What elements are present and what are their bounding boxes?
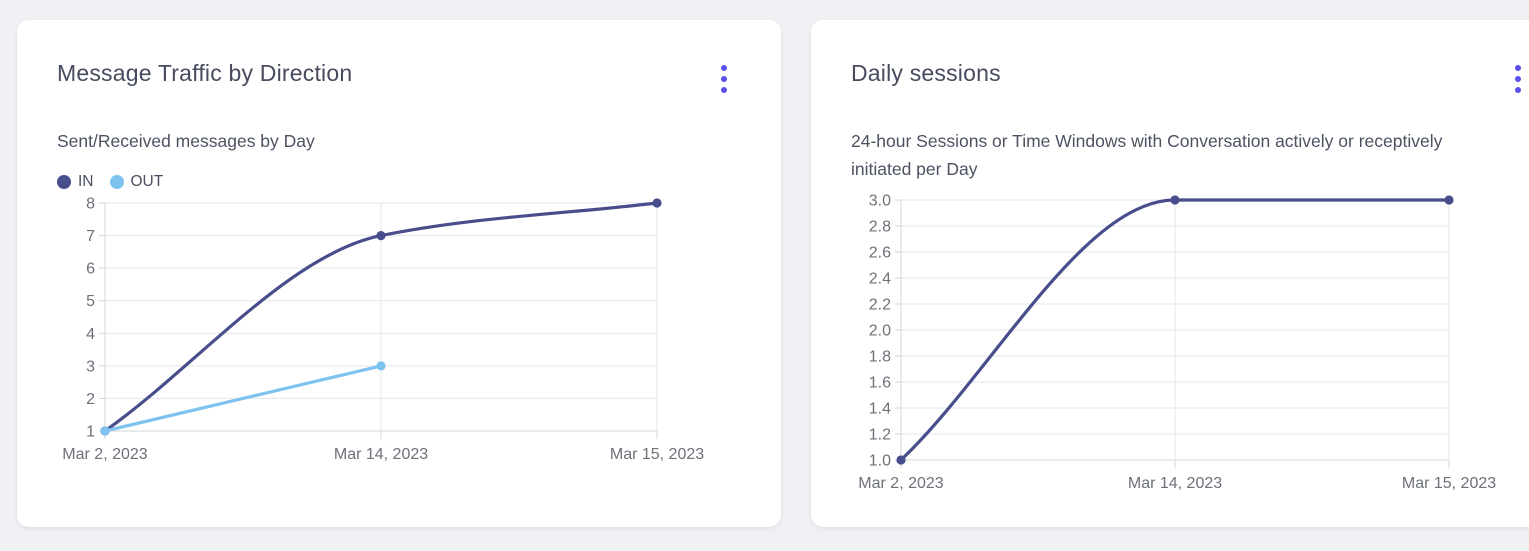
card-daily-sessions: Daily sessions 24-hour Sessions or Time … [811, 20, 1529, 527]
y-tick-label: 1.0 [869, 453, 891, 470]
series-line-daily-sessions [899, 198, 1451, 462]
y-tick-label: 8 [86, 196, 95, 213]
chart-container: 1 2 3 4 5 6 7 8 Mar 2, 2023 Mar 14, 2023 Mar 15, 2… [57, 196, 733, 473]
chart-legend: IN OUT [57, 172, 733, 192]
y-tick-label: 1.2 [869, 427, 891, 444]
y-tick-label: 7 [86, 228, 95, 245]
y-tick-label: 2.2 [869, 297, 891, 314]
legend-item-out: OUT [109, 173, 164, 191]
x-tick-label: Mar 14, 2023 [334, 446, 428, 463]
kebab-dot [1515, 76, 1521, 82]
y-tick-label: 2.0 [869, 323, 891, 340]
y-tick-label: 1 [86, 424, 95, 441]
legend-label-in: IN [78, 173, 94, 190]
x-tick-label: Mar 2, 2023 [62, 446, 147, 463]
y-tick-label: 1.8 [869, 349, 891, 366]
kebab-dot [721, 65, 727, 71]
series-line-out [103, 364, 383, 433]
chart-container: 1.0 1.2 1.4 1.6 1.8 2.0 2.2 2.4 2.6 2.8 3.0 Mar 2, … [851, 193, 1527, 502]
kebab-menu-icon[interactable] [715, 61, 733, 97]
data-point[interactable] [652, 198, 662, 208]
legend-dot-in [57, 175, 71, 189]
x-tick-label: Mar 15, 2023 [610, 446, 704, 463]
card-message-traffic: Message Traffic by Direction Sent/Receiv… [17, 20, 781, 527]
card-header: Message Traffic by Direction [57, 58, 733, 97]
card-subtitle: 24-hour Sessions or Time Windows with Co… [851, 131, 1443, 179]
y-tick-label: 2.6 [869, 245, 891, 262]
data-point[interactable] [376, 231, 386, 241]
data-point[interactable] [1170, 195, 1180, 205]
kebab-dot [721, 87, 727, 93]
y-tick-label: 3.0 [869, 193, 891, 210]
data-point[interactable] [896, 455, 906, 465]
kebab-dot [721, 76, 727, 82]
y-tick-label: 6 [86, 261, 95, 278]
line-chart-daily-sessions[interactable]: 1.0 1.2 1.4 1.6 1.8 2.0 2.2 2.4 2.6 2.8 3.0 Mar 2, … [851, 193, 1527, 502]
line-chart-message-traffic[interactable]: 1 2 3 4 5 6 7 8 Mar 2, 2023 Mar 14, 2023 Mar 15, 2… [57, 196, 733, 473]
y-tick-label: 1.6 [869, 375, 891, 392]
card-title: Message Traffic by Direction [57, 60, 353, 86]
y-tick-label: 2 [86, 391, 95, 408]
legend-label-out: OUT [130, 173, 164, 190]
x-tick-label: Mar 15, 2023 [1402, 475, 1496, 492]
y-tick-label: 5 [86, 293, 95, 310]
y-tick-label: 2.4 [869, 271, 891, 288]
y-tick-label: 1.4 [869, 401, 891, 418]
legend-dot-out [109, 175, 124, 189]
kebab-dot [1515, 87, 1521, 93]
y-tick-label: 3 [86, 358, 95, 375]
y-tick-label: 2.8 [869, 219, 891, 236]
card-header: Daily sessions [851, 58, 1527, 97]
data-point[interactable] [1444, 195, 1454, 205]
card-title: Daily sessions [851, 60, 1001, 86]
x-tick-label: Mar 2, 2023 [858, 475, 943, 492]
card-subtitle: Sent/Received messages by Day [57, 131, 315, 151]
kebab-menu-icon[interactable] [1509, 61, 1527, 97]
y-tick-label: 4 [86, 326, 95, 343]
data-point[interactable] [100, 426, 110, 436]
kebab-dot [1515, 65, 1521, 71]
legend-item-in: IN [57, 173, 94, 191]
x-tick-label: Mar 14, 2023 [1128, 475, 1222, 492]
data-point[interactable] [376, 361, 386, 371]
